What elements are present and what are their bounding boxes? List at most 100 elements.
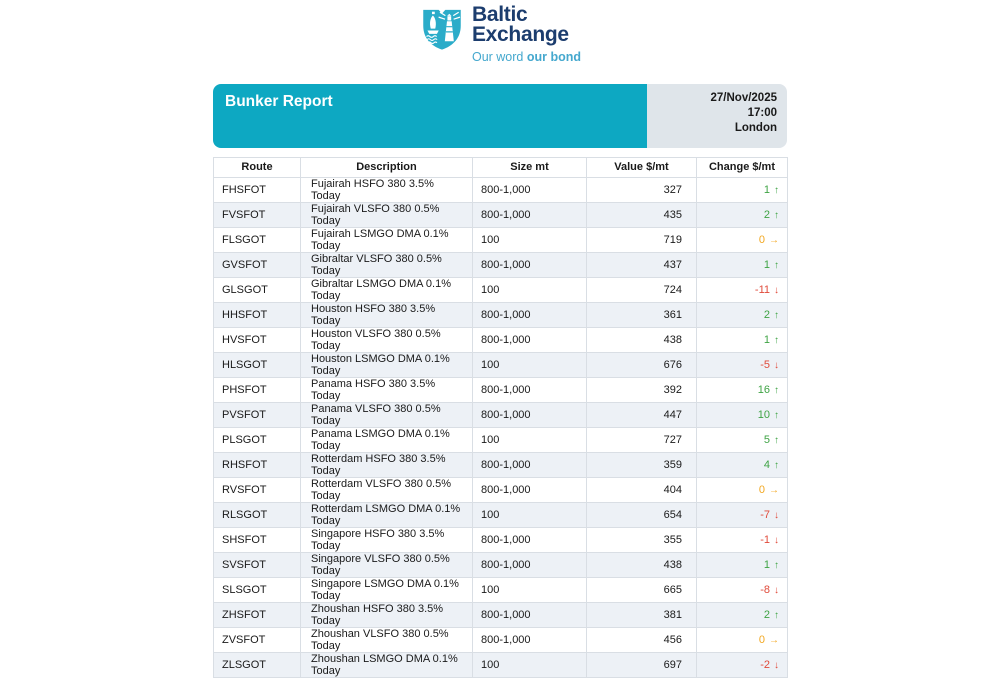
- route-cell: SLSGOT: [213, 576, 301, 603]
- table-row: GVSFOT Gibraltar VLSFO 380 0.5% Today 800-…: [213, 251, 788, 278]
- value-cell: 665: [586, 576, 697, 603]
- route-cell: ZLSGOT: [213, 651, 301, 678]
- change-value: 5: [763, 433, 770, 446]
- value-cell: 381: [586, 601, 697, 628]
- size-cell: 100: [472, 651, 587, 678]
- change-value: -8: [760, 583, 770, 596]
- size-cell: 100: [472, 351, 587, 378]
- value-cell: 435: [586, 201, 697, 228]
- value-cell: 719: [586, 226, 697, 253]
- change-cell: -11 ↓: [696, 276, 788, 303]
- size-cell: 800-1,000: [472, 451, 587, 478]
- table-row: FLSGOT Fujairah LSMGO DMA 0.1% Today 100 71…: [213, 226, 788, 253]
- value-cell: 447: [586, 401, 697, 428]
- change-cell: 2 ↑: [696, 201, 788, 228]
- change-value: 1: [763, 558, 770, 571]
- arrow-up-icon: ↑: [774, 434, 779, 446]
- column-header-description: Description: [300, 157, 473, 178]
- arrow-up-icon: ↑: [774, 209, 779, 221]
- change-cell: -1 ↓: [696, 526, 788, 553]
- change-value: 4: [763, 458, 770, 471]
- description-cell: Houston LSMGO DMA 0.1% Today: [300, 351, 473, 378]
- arrow-up-icon: ↑: [774, 559, 779, 571]
- change-cell: 2 ↑: [696, 301, 788, 328]
- table-row: HVSFOT Houston VLSFO 380 0.5% Today 800-1,…: [213, 326, 788, 353]
- value-cell: 727: [586, 426, 697, 453]
- change-cell: -7 ↓: [696, 501, 788, 528]
- baltic-exchange-logo: Baltic Exchange Our word our bond: [213, 0, 787, 76]
- change-cell: -5 ↓: [696, 351, 788, 378]
- table-row: PHSFOT Panama HSFO 380 3.5% Today 800-1,00…: [213, 376, 788, 403]
- value-cell: 355: [586, 526, 697, 553]
- logo-name-line1: Baltic: [471, 3, 528, 26]
- route-cell: PLSGOT: [213, 426, 301, 453]
- route-cell: RHSFOT: [213, 451, 301, 478]
- route-cell: RLSGOT: [213, 501, 301, 528]
- column-header-size: Size mt: [472, 157, 587, 178]
- change-value: 0: [758, 483, 765, 496]
- value-cell: 327: [586, 176, 697, 203]
- size-cell: 100: [472, 576, 587, 603]
- value-cell: 361: [586, 301, 697, 328]
- change-value: -2: [760, 658, 770, 671]
- change-value: 0: [758, 233, 765, 246]
- change-value: -5: [760, 358, 770, 371]
- change-cell: 0 →: [696, 476, 788, 503]
- change-cell: 0 →: [696, 226, 788, 253]
- description-cell: Panama VLSFO 380 0.5% Today: [300, 401, 473, 428]
- column-header-change: Change $/mt: [696, 157, 788, 178]
- arrow-down-icon: ↓: [774, 359, 779, 371]
- route-cell: RVSFOT: [213, 476, 301, 503]
- arrow-down-icon: ↓: [774, 584, 779, 596]
- change-cell: 1 ↑: [696, 176, 788, 203]
- change-cell: 16 ↑: [696, 376, 788, 403]
- change-value: 16: [757, 383, 770, 396]
- arrow-up-icon: ↑: [774, 459, 779, 471]
- change-cell: -2 ↓: [696, 651, 788, 678]
- table-row: PLSGOT Panama LSMGO DMA 0.1% Today 100 727 5…: [213, 426, 788, 453]
- arrow-down-icon: ↓: [774, 509, 779, 521]
- change-cell: 0 →: [696, 626, 788, 653]
- description-cell: Singapore LSMGO DMA 0.1% Today: [300, 576, 473, 603]
- route-cell: SVSFOT: [213, 551, 301, 578]
- arrow-up-icon: ↑: [774, 334, 779, 346]
- value-cell: 359: [586, 451, 697, 478]
- logo-tagline: Our word our bond: [472, 50, 581, 64]
- change-value: -7: [760, 508, 770, 521]
- table-row: HHSFOT Houston HSFO 380 3.5% Today 800-1,0…: [213, 301, 788, 328]
- description-cell: Fujairah VLSFO 380 0.5% Today: [300, 201, 473, 228]
- change-value: 10: [757, 408, 770, 421]
- description-cell: Singapore VLSFO 380 0.5% Today: [300, 551, 473, 578]
- description-cell: Zhoushan HSFO 380 3.5% Today: [300, 601, 473, 628]
- description-cell: Fujairah LSMGO DMA 0.1% Today: [300, 226, 473, 253]
- value-cell: 697: [586, 651, 697, 678]
- value-cell: 438: [586, 326, 697, 353]
- description-cell: Rotterdam VLSFO 380 0.5% Today: [300, 476, 473, 503]
- bunker-table-body: FHSFOT Fujairah HSFO 380 3.5% Today 800-1,…: [213, 176, 788, 678]
- table-row: RLSGOT Rotterdam LSMGO DMA 0.1% Today 100 6…: [213, 501, 788, 528]
- size-cell: 100: [472, 426, 587, 453]
- change-cell: 4 ↑: [696, 451, 788, 478]
- arrow-right-icon: →: [769, 484, 779, 496]
- change-cell: 2 ↑: [696, 601, 788, 628]
- table-row: SLSGOT Singapore LSMGO DMA 0.1% Today 100 6…: [213, 576, 788, 603]
- change-value: 2: [763, 608, 770, 621]
- route-cell: HLSGOT: [213, 351, 301, 378]
- value-cell: 392: [586, 376, 697, 403]
- description-cell: Houston HSFO 380 3.5% Today: [300, 301, 473, 328]
- route-cell: FLSGOT: [213, 226, 301, 253]
- size-cell: 100: [472, 226, 587, 253]
- route-cell: ZHSFOT: [213, 601, 301, 628]
- size-cell: 800-1,000: [472, 176, 587, 203]
- description-cell: Panama HSFO 380 3.5% Today: [300, 376, 473, 403]
- tagline-regular: Our word: [471, 50, 527, 64]
- size-cell: 800-1,000: [472, 301, 587, 328]
- size-cell: 800-1,000: [472, 401, 587, 428]
- value-cell: 437: [586, 251, 697, 278]
- change-cell: 5 ↑: [696, 426, 788, 453]
- route-cell: SHSFOT: [213, 526, 301, 553]
- route-cell: FVSFOT: [213, 201, 301, 228]
- table-row: SHSFOT Singapore HSFO 380 3.5% Today 800-1…: [213, 526, 788, 553]
- change-value: 1: [763, 333, 770, 346]
- report-datetime-box: 27/Nov/2025 17:00 London: [647, 84, 787, 148]
